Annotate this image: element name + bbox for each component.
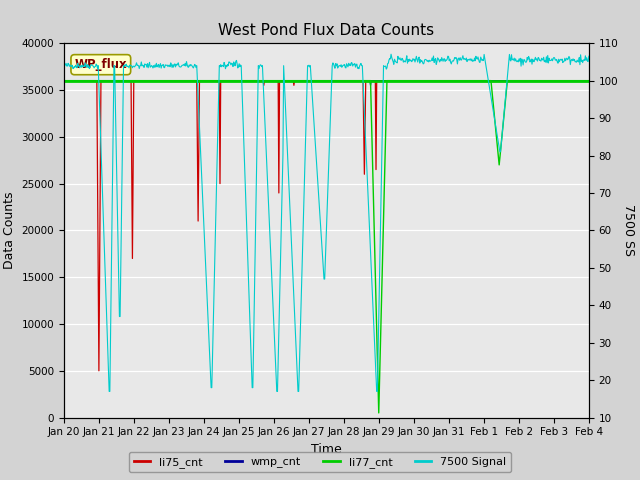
- Title: West Pond Flux Data Counts: West Pond Flux Data Counts: [218, 23, 435, 38]
- X-axis label: Time: Time: [311, 443, 342, 456]
- Legend: li75_cnt, wmp_cnt, li77_cnt, 7500 Signal: li75_cnt, wmp_cnt, li77_cnt, 7500 Signal: [129, 452, 511, 472]
- Y-axis label: Data Counts: Data Counts: [3, 192, 16, 269]
- Y-axis label: 7500 SS: 7500 SS: [622, 204, 635, 256]
- Text: WP_flux: WP_flux: [74, 58, 127, 71]
